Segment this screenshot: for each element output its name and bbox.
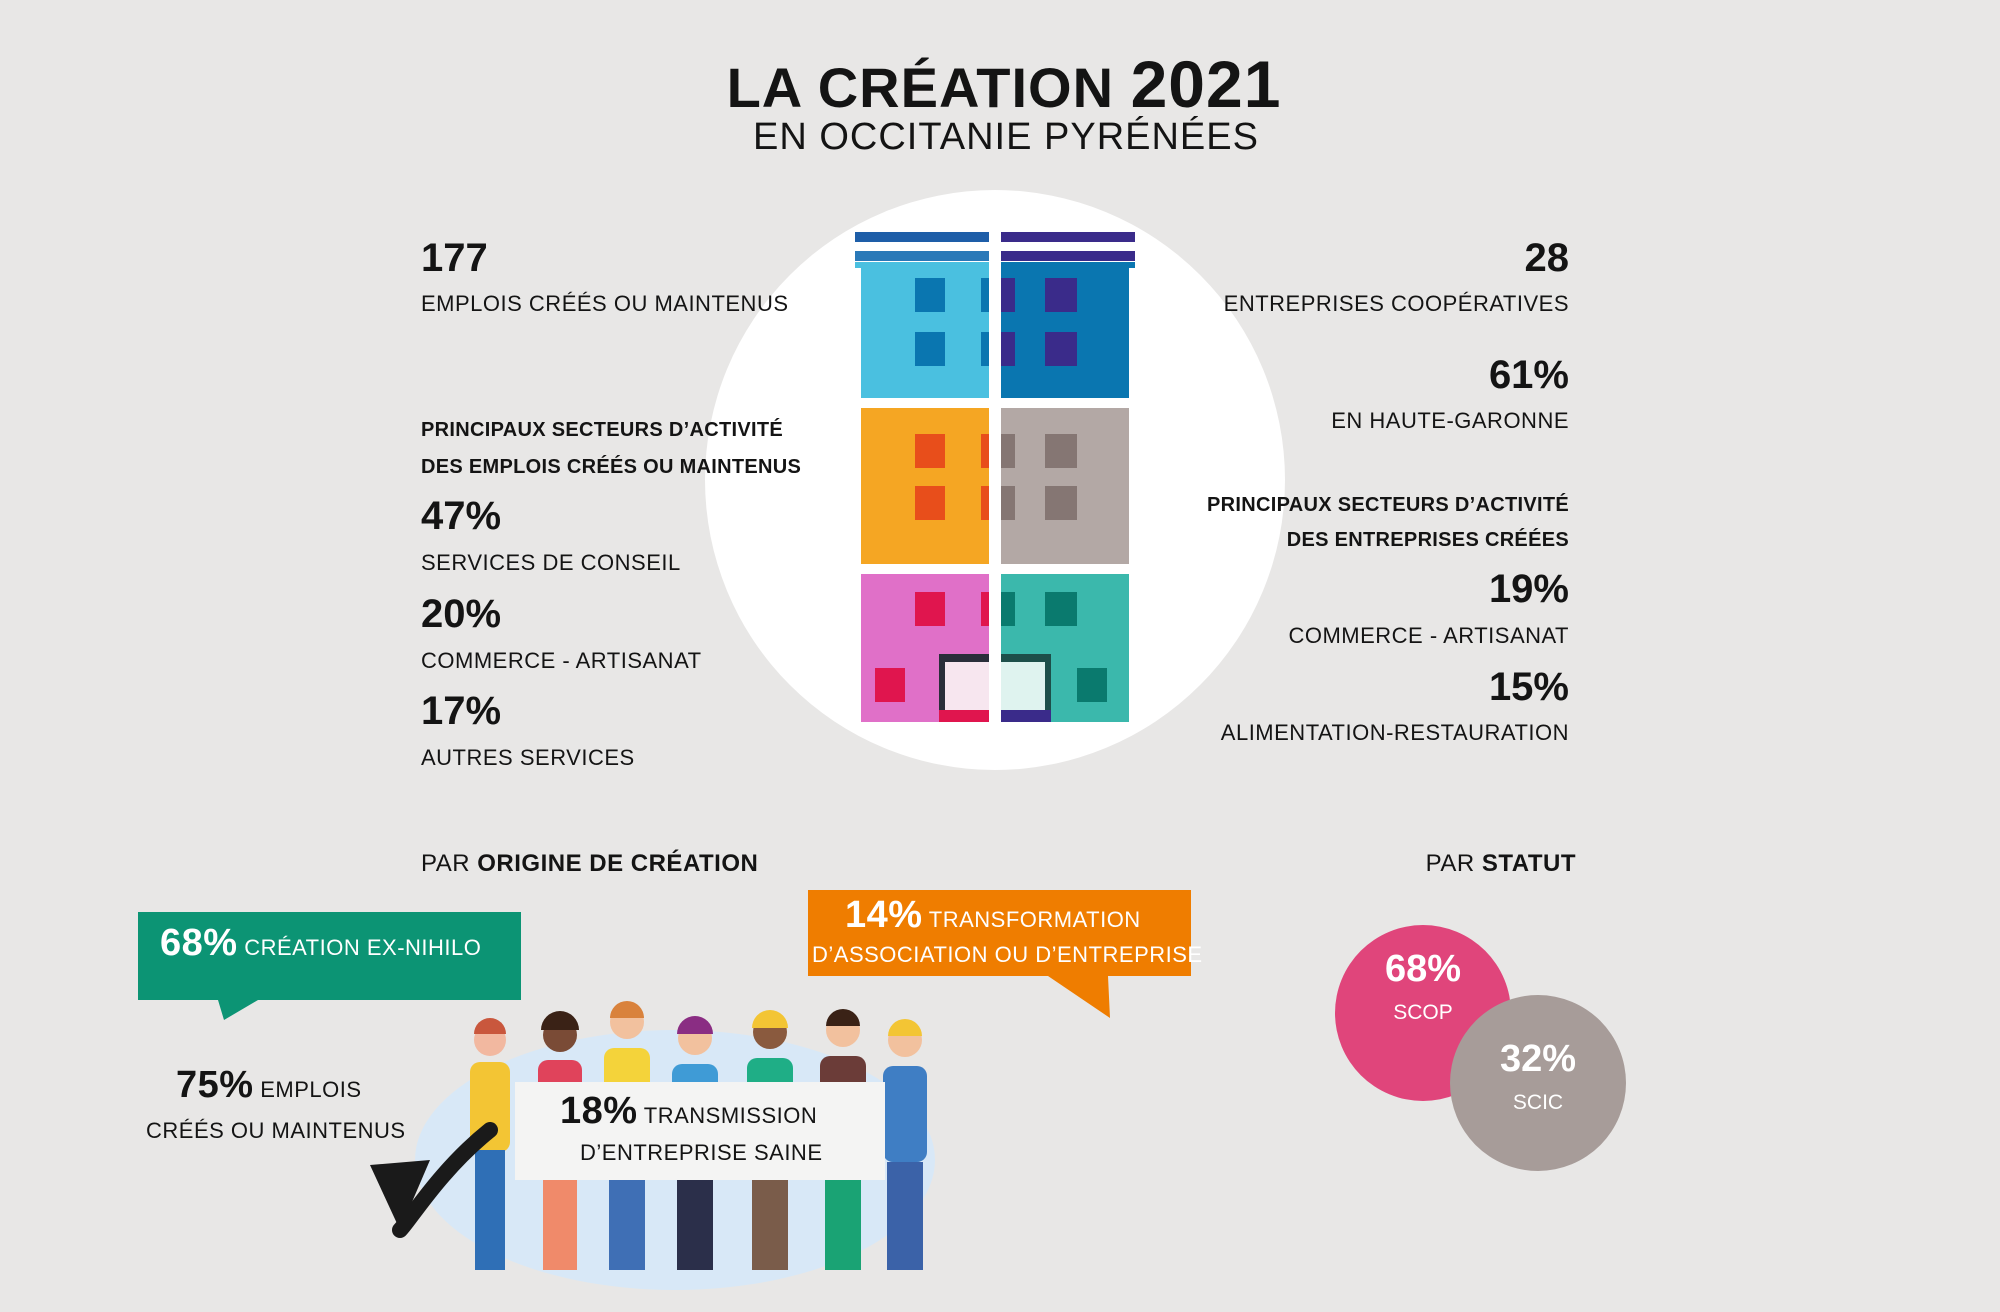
scic-value: 32% [1499,1038,1577,1080]
origine-heading-bold: ORIGINE DE CRÉATION [477,850,759,877]
scic-label: SCIC [1512,1091,1564,1114]
emplois-origine-label-2: CRÉÉS OU MAINTENUS [146,1118,406,1143]
transformation-banner [808,890,1191,1018]
origine-heading-prefix: PAR [421,850,471,877]
left-sector-value: 17% [421,689,502,733]
emplois-origine-label-1: EMPLOIS [260,1077,362,1102]
left-sector-label: SERVICES DE CONSEIL [421,550,681,575]
page-title: LA CRÉATION 2021 [0,46,2000,122]
transformation-value: 14% [845,894,923,936]
statut-circles [1335,925,1626,1171]
statut-heading-bold: STATUT [1481,850,1576,877]
right-sector-value: 19% [1488,567,1569,611]
haute-garonne-label: EN HAUTE-GARONNE [1331,408,1569,433]
right-sector-label: ALIMENTATION-RESTAURATION [1220,720,1569,745]
right-sector-label: COMMERCE - ARTISANAT [1288,623,1569,648]
exnihilo-label: CRÉATION EX-NIHILO [244,935,482,960]
transformation-label-1: TRANSFORMATION [928,907,1141,932]
haute-garonne-value: 61% [1488,353,1569,397]
left-sector-value: 20% [421,592,502,636]
transmission-label-1: TRANSMISSION [643,1103,818,1128]
exnihilo-banner [138,912,521,1020]
transformation-label-2: D’ASSOCIATION OU D’ENTREPRISE [812,942,1203,967]
scop-text: 68% SCOP [1335,948,1511,1025]
left-sector-label: COMMERCE - ARTISANAT [421,648,702,673]
scop-value: 68% [1384,948,1462,990]
left-sector-label: AUTRES SERVICES [421,745,635,770]
statut-heading-prefix: PAR [1425,850,1475,877]
transmission-banner [515,1082,885,1180]
scop-label: SCOP [1393,1001,1453,1024]
left-sectors-heading-2: DES EMPLOIS CRÉÉS OU MAINTENUS [421,456,802,478]
scic-text: 32% SCIC [1450,1038,1626,1115]
page-subtitle: EN OCCITANIE PYRÉNÉES [753,116,1259,158]
statut-heading: PAR STATUT [1426,850,1576,878]
emplois-origine-text-1: 75% EMPLOIS [176,1064,362,1107]
right-sectors-heading-2: DES ENTREPRISES CRÉÉES [1286,529,1569,551]
transmission-label-2: D’ENTREPRISE SAINE [580,1140,823,1165]
curved-arrow-icon [370,1122,498,1238]
entreprises-label: ENTREPRISES COOPÉRATIVES [1223,291,1569,316]
right-sectors-heading-1: PRINCIPAUX SECTEURS D’ACTIVITÉ [1207,494,1569,516]
transmission-text-1: 18% TRANSMISSION [560,1090,817,1133]
left-sectors-heading-1: PRINCIPAUX SECTEURS D’ACTIVITÉ [421,419,783,441]
entreprises-value: 28 [1524,236,1570,280]
right-sector-value: 15% [1488,665,1569,709]
exnihilo-text: 68% CRÉATION EX-NIHILO [160,922,481,965]
transformation-text-1: 14% TRANSFORMATION [845,894,1141,937]
exnihilo-value: 68% [160,922,238,964]
left-sector-value: 47% [421,494,502,538]
center-circle [705,190,1285,770]
transmission-value: 18% [560,1090,638,1132]
title-year: 2021 [1130,47,1282,121]
title-main: LA CRÉATION [726,56,1115,119]
building-illustration [855,232,1135,722]
emplois-origine-value: 75% [176,1064,254,1106]
origine-heading: PAR ORIGINE DE CRÉATION [421,850,758,878]
emplois-value: 177 [421,236,488,280]
emplois-label: EMPLOIS CRÉÉS OU MAINTENUS [421,291,789,316]
